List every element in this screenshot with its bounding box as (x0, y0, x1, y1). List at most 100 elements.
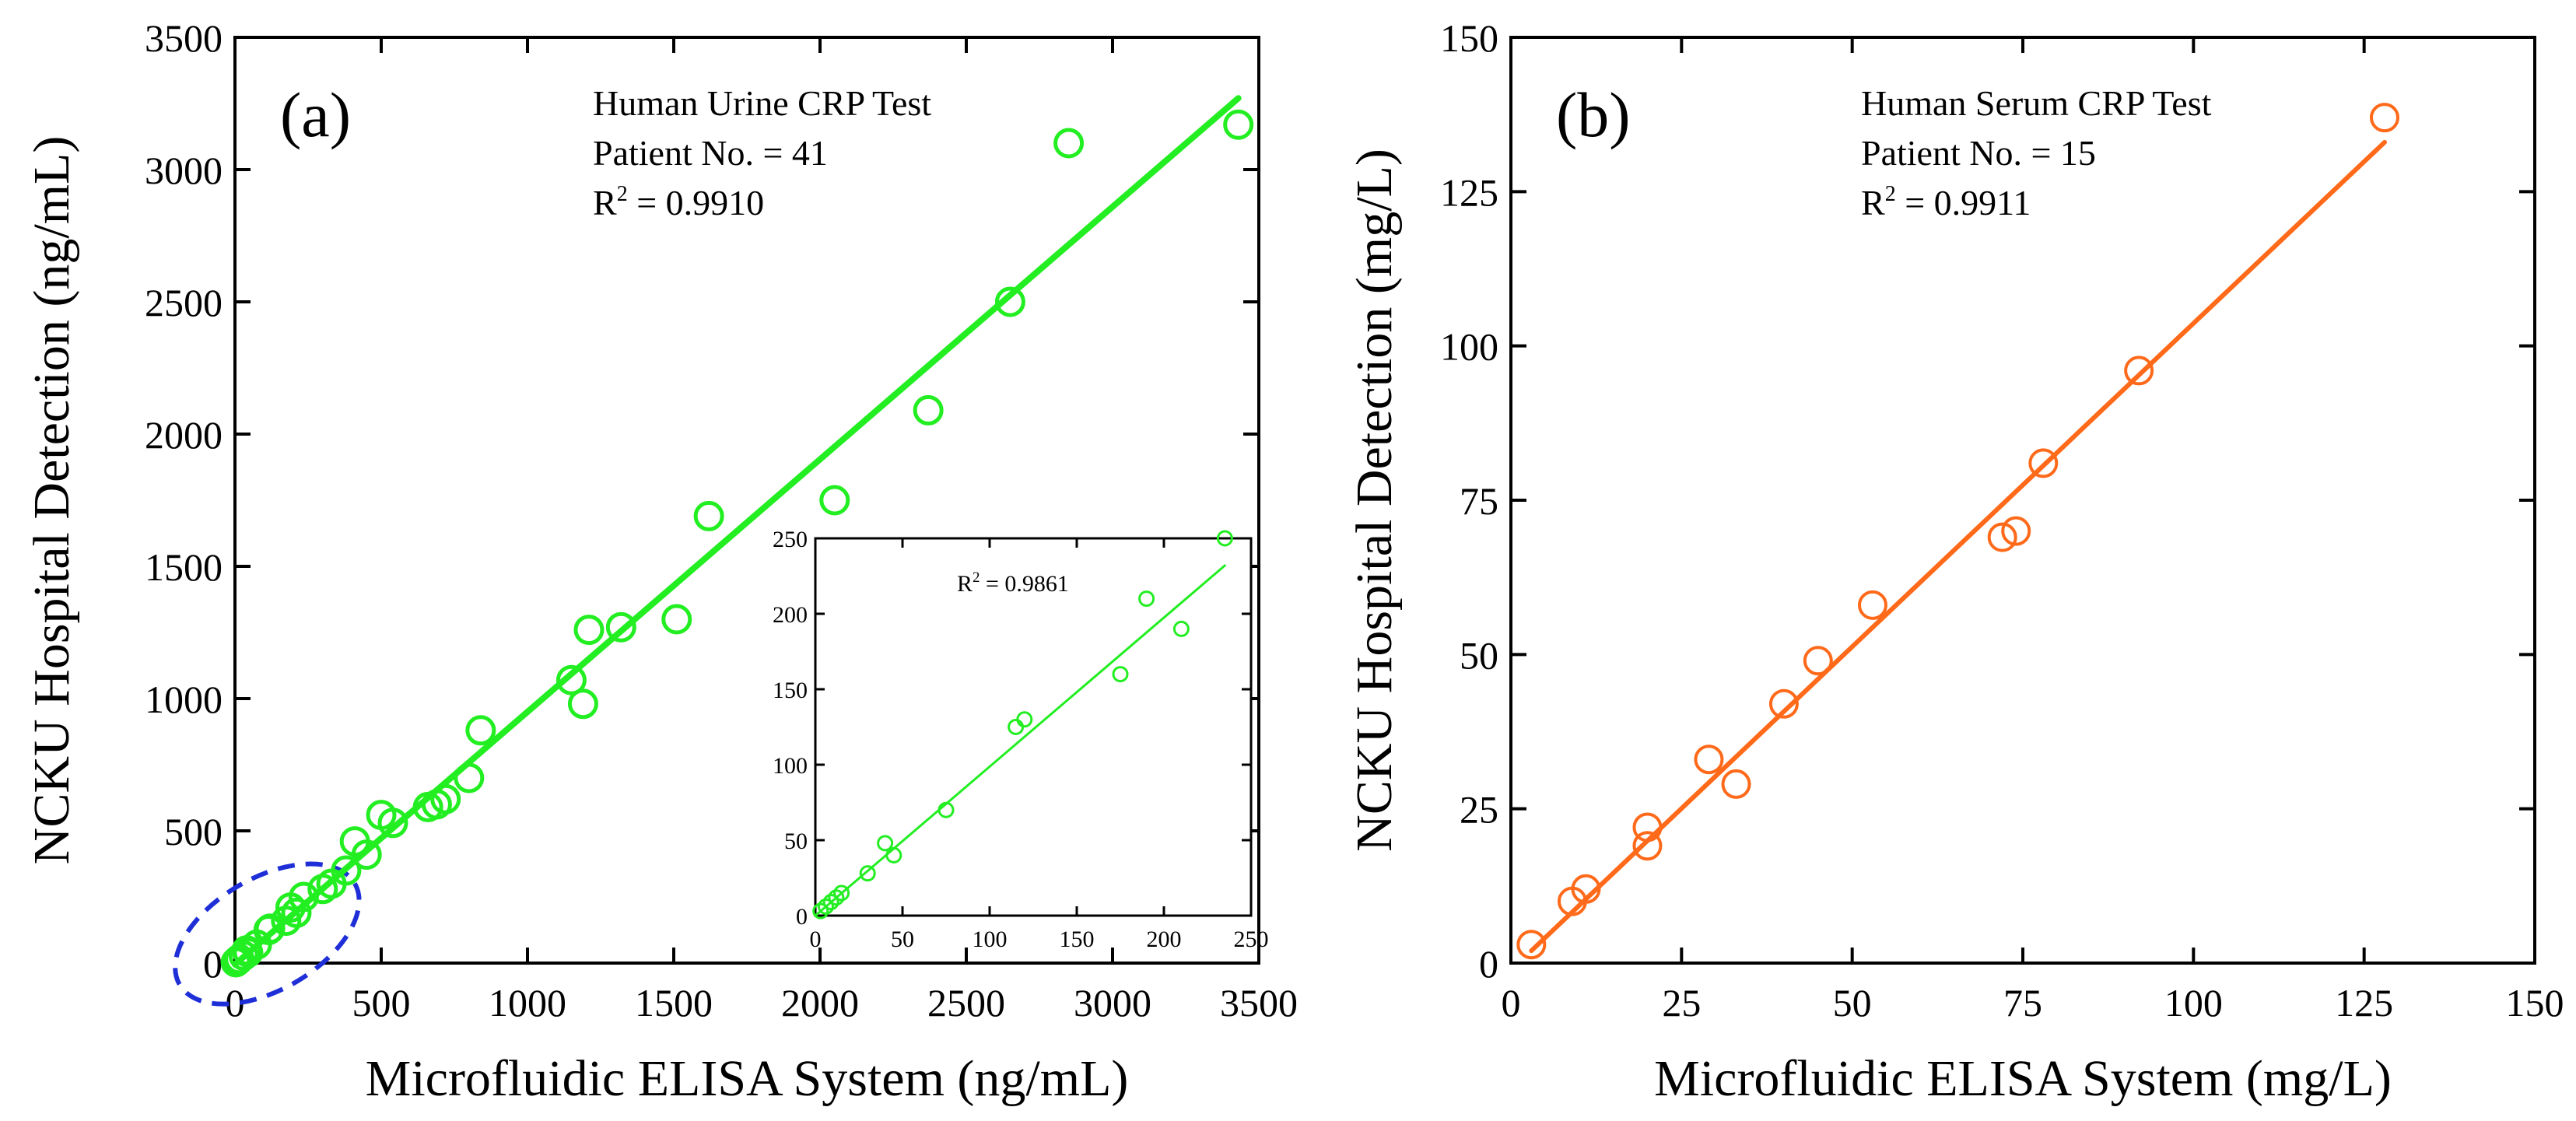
data-point (913, 394, 944, 426)
regression-line (232, 95, 1242, 968)
data-point (465, 715, 496, 746)
y-tick-label: 0 (1479, 942, 1498, 986)
data-point (573, 615, 605, 646)
y-tick-label: 500 (164, 810, 223, 853)
data-point (288, 881, 319, 913)
x-tick-label: 2000 (781, 981, 859, 1025)
y-tick-label: 2000 (145, 413, 223, 457)
data-point (454, 762, 485, 793)
highlight-ellipse (173, 861, 362, 1007)
data-point (1768, 688, 1799, 719)
y-tick-label: 200 (773, 602, 808, 628)
y-tick-label: 150 (773, 678, 808, 703)
data-point (1857, 590, 1887, 620)
data-point (1721, 769, 1751, 799)
annotation-r2-a: R2 = 0.9910 (593, 182, 764, 222)
inset-r2-value: = 0.9861 (980, 571, 1069, 597)
y-tick-label: 150 (1440, 16, 1498, 60)
data-point (2001, 516, 2031, 546)
y-tick-label: 125 (1440, 170, 1498, 214)
dashed-ellipse (173, 861, 362, 1007)
y-axis-title-a: NCKU Hospital Detection (ng/mL) (23, 136, 80, 865)
annotation-test-b: Human Serum CRP Test (1861, 83, 2212, 123)
r2-value-b: = 0.9911 (1896, 183, 2031, 222)
y-tick-label: 3500 (145, 16, 223, 60)
x-tick-label: 3000 (1074, 981, 1151, 1025)
x-tick-label: 250 (1234, 927, 1269, 952)
data-point (224, 944, 255, 975)
inset-data-points (812, 530, 1233, 920)
x-tick-label: 50 (891, 927, 914, 952)
data-point (1112, 666, 1129, 683)
y-tick-label: 50 (1460, 633, 1498, 677)
y-tick-label: 25 (1460, 788, 1498, 832)
annotation-patients-a: Patient No. = 41 (593, 133, 828, 173)
x-tick-label: 100 (2164, 981, 2223, 1025)
data-point (885, 846, 902, 864)
data-point (877, 835, 894, 852)
data-point (994, 286, 1025, 317)
data-point (430, 783, 461, 814)
data-point (233, 937, 264, 968)
x-tick-label: 125 (2335, 981, 2393, 1025)
x-tick-label: 0 (810, 927, 822, 952)
x-tick-label: 3500 (1220, 981, 1298, 1025)
inset-tick-labels: 0 50 100 150 200 250 0 50 100 150 200 250 (773, 527, 1269, 952)
data-point (331, 855, 362, 886)
regression-line (1529, 139, 2387, 954)
data-point (254, 913, 286, 944)
regression-line (814, 564, 1226, 917)
data-point (1987, 522, 2017, 552)
inset-fit-line (814, 564, 1226, 917)
panel-label-a: (a) (280, 79, 351, 150)
x-tick-label: 1500 (635, 981, 713, 1025)
inset-annotation-r2: R2 = 0.9861 (957, 569, 1069, 597)
data-point (1632, 812, 1663, 843)
inset-r2-prefix: R (957, 571, 973, 597)
x-axis-title-a: Microfluidic ELISA System (ng/mL) (366, 1050, 1129, 1107)
ticks-b (1509, 36, 2536, 965)
data-point (819, 485, 850, 516)
data-point (1138, 590, 1155, 608)
y-axis-title-b: NCKU Hospital Detection (mg/L) (1346, 149, 1403, 852)
y-tick-label: 1000 (145, 678, 223, 721)
r2-prefix-a: R (593, 183, 617, 222)
annotation-r2-b: R2 = 0.9911 (1861, 182, 2031, 222)
data-point (2028, 448, 2059, 478)
chart-panel-b: 0 25 50 75 100 125 150 0 25 50 75 100 125 150 (b) Hum… (1346, 16, 2564, 1107)
y-tick-label: 100 (1440, 325, 1498, 369)
annotation-test-a: Human Urine CRP Test (593, 83, 931, 123)
x-tick-label: 25 (1662, 981, 1701, 1025)
data-point (817, 898, 834, 915)
y-tick-label: 0 (796, 904, 808, 930)
data-point (1694, 744, 1724, 775)
data-point (1632, 831, 1663, 861)
data-point (281, 897, 312, 928)
y-tick-label: 250 (773, 527, 808, 552)
x-tick-label: 1000 (489, 981, 566, 1025)
y-tick-label: 2500 (145, 281, 223, 324)
data-point (828, 889, 845, 906)
data-point (556, 664, 587, 695)
annotation-patients-b: Patient No. = 15 (1861, 133, 2096, 173)
fit-line-b (1529, 139, 2387, 954)
x-tick-label: 0 (1502, 981, 1521, 1025)
data-point (661, 604, 692, 635)
x-tick-label: 75 (2003, 981, 2042, 1025)
data-point (567, 688, 598, 720)
x-tick-label: 50 (1833, 981, 1872, 1025)
data-point (1172, 620, 1190, 637)
x-tick-label: 150 (1060, 927, 1095, 952)
data-point (1803, 646, 1833, 676)
data-point (833, 885, 850, 902)
r2-prefix-b: R (1861, 183, 1885, 222)
x-tick-label: 500 (352, 981, 411, 1025)
data-point (605, 611, 636, 643)
data-point (812, 902, 829, 920)
chart-panel-a: 0 500 1000 1500 2000 2500 3000 3500050010001500… (23, 16, 1298, 1107)
x-tick-label: 100 (973, 927, 1008, 952)
y-tick-label: 75 (1460, 479, 1498, 523)
x-tick-label: 150 (2506, 981, 2564, 1025)
tick-labels-b: 0 25 50 75 100 125 150 0 25 50 75 100 125 150 (1440, 16, 2564, 1025)
